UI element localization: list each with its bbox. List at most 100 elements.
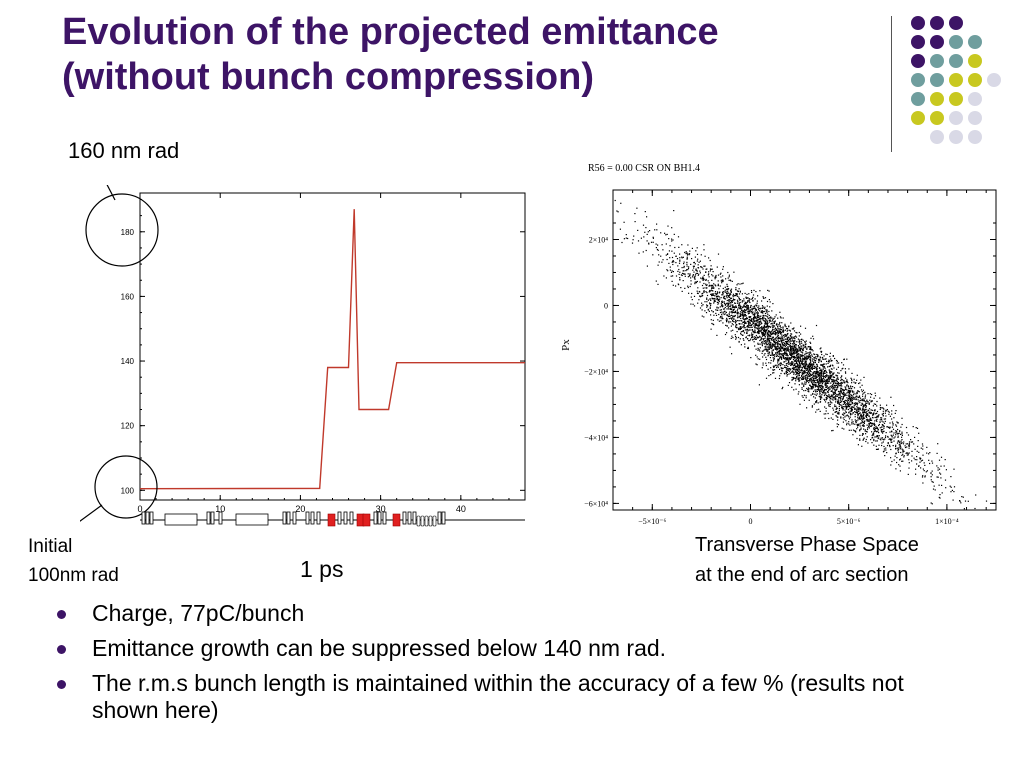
particle-point [870,422,872,424]
particle-point [808,388,810,390]
particle-point [782,329,784,331]
particle-point [937,443,939,445]
particle-point [742,310,744,312]
particle-point [619,228,621,230]
particle-point [761,329,763,331]
particle-point [852,406,854,408]
particle-point [810,346,812,348]
particle-point [870,396,872,398]
particle-point [772,326,775,328]
particle-point [850,409,852,411]
particle-point [870,439,872,441]
particle-point [883,422,886,424]
particle-point [746,331,748,333]
particle-point [679,271,681,273]
particle-point [756,328,759,330]
particle-point [850,429,852,431]
particle-point [650,241,653,243]
particle-point [772,349,774,351]
particle-point [886,445,889,447]
particle-point [784,335,786,337]
particle-point [658,261,660,263]
particle-point [798,362,801,364]
particle-point [713,283,715,285]
particle-point [817,355,819,357]
particle-point [680,287,682,289]
particle-point [772,372,774,374]
particle-point [922,468,924,470]
particle-point [885,435,887,437]
particle-point [730,317,732,319]
particle-point [853,396,855,399]
particle-point [851,399,853,401]
particle-point [792,345,794,347]
particle-point [895,425,898,427]
particle-point [721,282,723,284]
particle-point [727,306,729,308]
particle-point [814,377,817,379]
particle-point [820,395,822,397]
particle-point [916,456,918,458]
particle-point [901,454,903,456]
particle-point [940,473,942,475]
particle-point [812,376,815,378]
particle-point [843,418,845,421]
particle-point [757,320,759,322]
particle-point [711,279,713,281]
particle-point [759,316,761,318]
particle-point [778,343,781,345]
particle-point [711,293,713,295]
particle-point [882,410,884,412]
particle-point [721,294,723,296]
particle-point [791,370,794,372]
particle-point [790,340,792,342]
particle-point [801,367,803,369]
particle-point [775,314,777,316]
particle-point [794,369,796,371]
particle-point [811,373,813,375]
particle-point [857,423,859,425]
particle-point [887,436,889,438]
particle-point [778,359,780,361]
particle-point [778,340,780,342]
particle-point [883,426,885,428]
particle-point [780,336,782,338]
particle-point [812,393,814,395]
particle-point [644,231,646,233]
particle-point [778,360,780,362]
particle-point [766,344,768,346]
particle-point [770,338,773,340]
particle-point [795,380,797,382]
particle-point [846,403,848,405]
particle-point [883,430,885,432]
particle-point [768,330,770,332]
particle-point [806,368,808,370]
particle-point [866,420,868,422]
particle-point [820,379,822,381]
decorative-dot [911,16,925,30]
particle-point [770,333,772,335]
particle-point [770,362,772,364]
particle-point [786,357,788,359]
particle-point [674,246,676,249]
particle-point [731,323,733,325]
bullet-icon [57,610,66,619]
particle-point [953,468,955,470]
particle-point [743,318,745,320]
particle-point [716,301,718,303]
particle-point [816,385,818,387]
particle-point [703,249,705,251]
particle-point [836,393,838,396]
particle-point [754,310,756,312]
particle-point [828,417,830,420]
particle-point [823,366,826,368]
particle-point [808,389,810,391]
particle-point [899,446,901,448]
particle-point [777,338,779,340]
particle-point [791,367,794,369]
particle-point [830,358,832,360]
particle-point [830,385,832,387]
particle-point [646,233,648,235]
particle-point [732,298,734,300]
particle-point [865,419,868,421]
